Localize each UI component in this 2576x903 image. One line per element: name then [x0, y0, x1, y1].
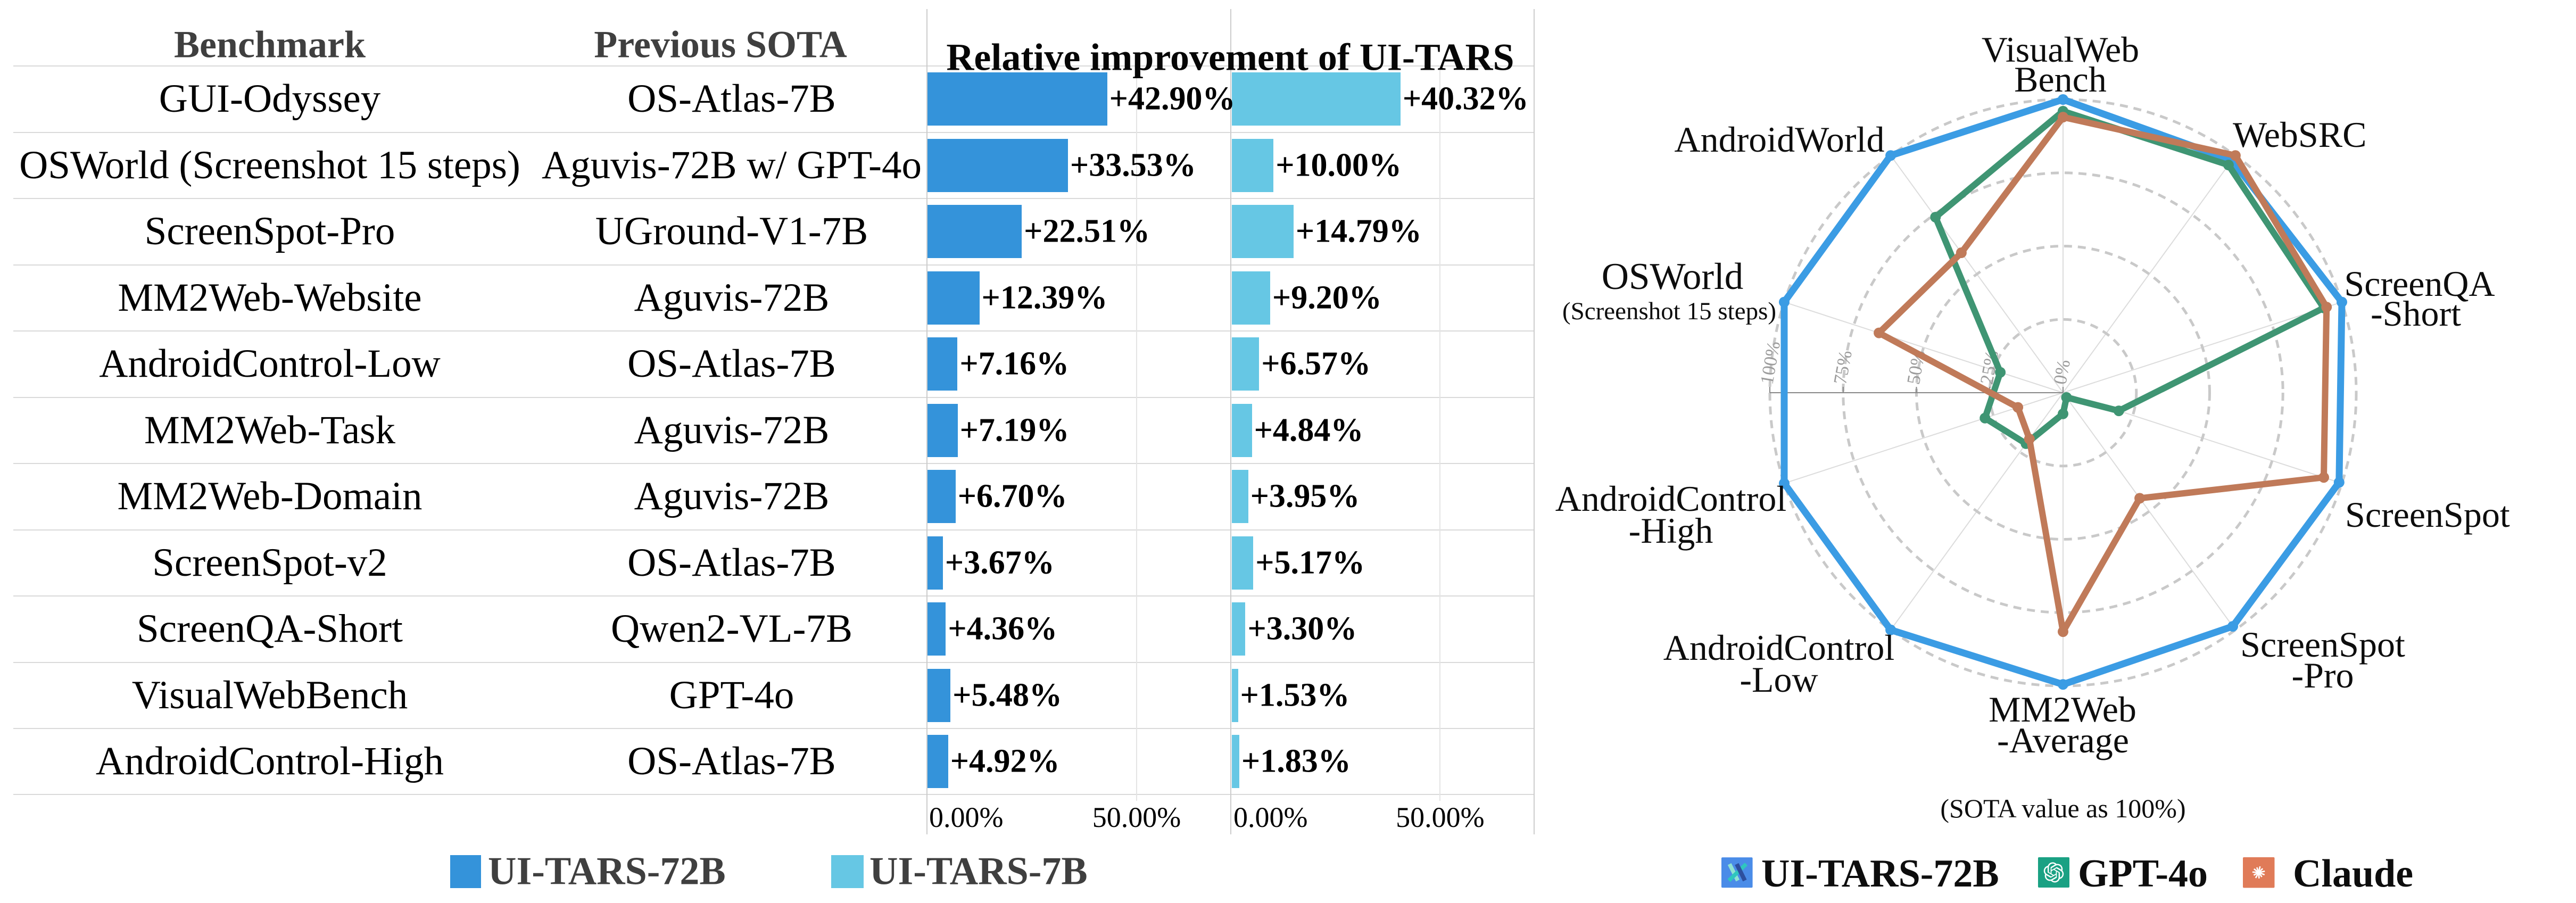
svg-text:-Low: -Low — [1740, 659, 1818, 700]
svg-text:0%: 0% — [2049, 358, 2074, 386]
svg-text:75%: 75% — [1829, 349, 1856, 386]
svg-text:Claude: Claude — [2293, 852, 2413, 896]
svg-text:AndroidWorld: AndroidWorld — [1675, 119, 1885, 160]
svg-text:UI-TARS-72B: UI-TARS-72B — [1761, 852, 1999, 896]
svg-text:-Pro: -Pro — [2291, 655, 2354, 695]
svg-text:AndroidControl: AndroidControl — [1663, 627, 1894, 668]
svg-text:-High: -High — [1629, 510, 1713, 551]
svg-text:ScreenQA: ScreenQA — [2344, 263, 2495, 304]
svg-text:AndroidControl: AndroidControl — [1555, 478, 1786, 519]
svg-text:OSWorld: OSWorld — [1602, 256, 1743, 297]
svg-text:-Average: -Average — [1997, 720, 2129, 760]
svg-text:-Short: -Short — [2371, 293, 2461, 334]
svg-text:ScreenSpot: ScreenSpot — [2345, 494, 2510, 535]
svg-text:GPT-4o: GPT-4o — [2078, 852, 2208, 896]
svg-text:(Screenshot 15 steps): (Screenshot 15 steps) — [1562, 297, 1776, 325]
svg-text:ScreenSpot: ScreenSpot — [2240, 624, 2405, 665]
svg-text:VisualWeb: VisualWeb — [1982, 29, 2139, 70]
svg-text:WebSRC: WebSRC — [2233, 114, 2366, 155]
svg-text:100%: 100% — [1756, 339, 1784, 386]
svg-text:Bench: Bench — [2014, 59, 2107, 100]
svg-text:MM2Web: MM2Web — [1989, 689, 2136, 730]
svg-text:(SOTA value as 100%): (SOTA value as 100%) — [1940, 793, 2185, 823]
